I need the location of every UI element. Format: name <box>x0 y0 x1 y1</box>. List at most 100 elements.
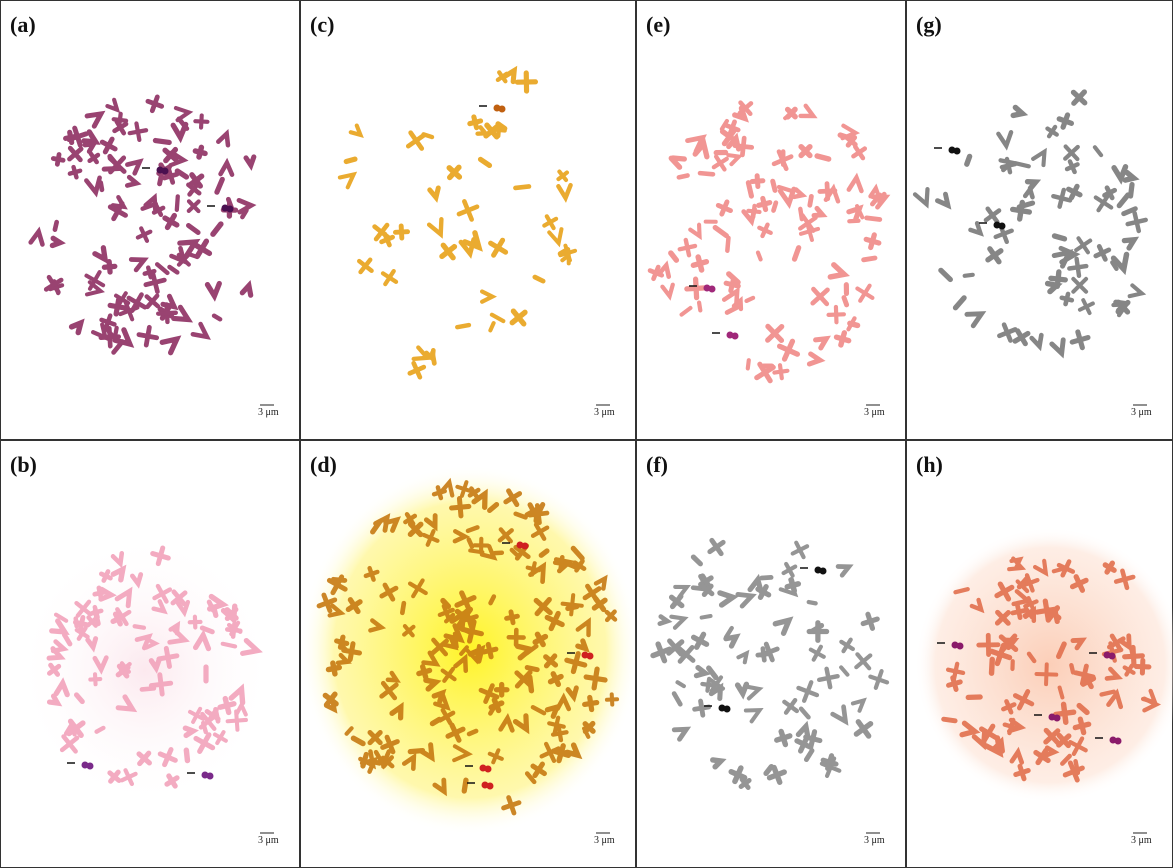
chromosome <box>1036 750 1048 762</box>
chromosome <box>382 585 396 599</box>
signal <box>954 148 961 155</box>
panel-border <box>301 1 636 440</box>
signal <box>1054 715 1061 722</box>
chromatid <box>469 731 476 734</box>
chromosome <box>1102 692 1114 695</box>
chromosome <box>703 586 711 594</box>
signal <box>207 773 214 780</box>
signal <box>999 223 1006 230</box>
chromosome <box>101 183 102 190</box>
panel-label: (g) <box>916 12 942 37</box>
chromosome <box>955 589 967 592</box>
chromosome <box>1059 115 1071 127</box>
chromosome <box>113 614 123 624</box>
chromosome <box>470 489 478 497</box>
chromosome <box>762 577 771 578</box>
chromatid <box>76 619 77 626</box>
chromosome <box>449 167 459 177</box>
chromatid <box>746 298 753 301</box>
chromatid <box>679 175 688 177</box>
chromosome <box>76 619 77 626</box>
signal <box>820 568 827 575</box>
chromosome <box>135 626 144 627</box>
chromatid <box>560 249 567 253</box>
chromatid <box>967 156 970 164</box>
chromosome <box>650 267 662 279</box>
panel: (f)3 μm <box>637 441 906 868</box>
chromosome <box>1067 161 1077 171</box>
chromosome <box>809 602 816 603</box>
chromosome <box>530 677 532 691</box>
figure: (a)3 μm(b)3 μm(c)3 μm(d)3 μm(e)3 μm(f)3 … <box>0 0 1173 868</box>
chromosome <box>546 656 556 666</box>
chromosome <box>195 147 205 157</box>
chromosome <box>867 218 880 220</box>
chromatid <box>346 159 355 161</box>
chromosome <box>1055 236 1065 239</box>
chromosome <box>1060 688 1063 698</box>
chromosome <box>101 571 110 580</box>
chromosome <box>165 150 176 161</box>
panel: (g) 3 μm <box>907 1 1173 440</box>
panel-label: (e) <box>646 12 670 37</box>
chromatid <box>491 597 494 604</box>
chromosome <box>864 258 875 260</box>
chromosome <box>1015 331 1028 344</box>
chromatid <box>402 603 404 613</box>
page: (a)3 μm(b)3 μm(c)3 μm(d)3 μm(e)3 μm(f)3 … <box>0 0 1173 868</box>
chromosome <box>142 688 154 689</box>
chromosome <box>1025 598 1036 609</box>
signal <box>724 706 731 713</box>
chromosome <box>188 184 199 195</box>
chromosome <box>363 754 366 766</box>
chromosome <box>1016 163 1029 166</box>
chromosome <box>992 659 993 673</box>
chromosome <box>848 137 856 145</box>
chromosome <box>801 147 810 156</box>
scale-bar-label: 3 μm <box>594 407 615 418</box>
chromosome <box>741 779 749 787</box>
chromatid <box>214 316 220 320</box>
chromatid <box>955 589 967 592</box>
chromosome <box>90 154 98 162</box>
chromosome <box>1073 577 1086 590</box>
chromatid <box>1016 163 1029 166</box>
signal <box>957 643 964 650</box>
chromosome <box>844 298 847 305</box>
chromatid <box>864 258 875 260</box>
chromosome <box>55 222 57 230</box>
panel: (b)3 μm <box>1 441 300 868</box>
chromatid <box>1131 185 1132 197</box>
signal <box>1115 738 1122 745</box>
chromosome <box>699 303 700 311</box>
chromosome <box>491 700 501 710</box>
chromosome <box>442 245 454 257</box>
signal <box>1109 653 1116 660</box>
chromosome <box>346 159 355 161</box>
panel-label: (a) <box>10 12 36 37</box>
scale-bar-label: 3 μm <box>1131 407 1152 418</box>
chromosome <box>410 751 422 752</box>
chromosome <box>1125 666 1134 675</box>
chromosome <box>758 253 761 260</box>
chromosome <box>110 772 119 781</box>
chromatid <box>758 253 761 260</box>
chromosome <box>185 727 193 735</box>
panel: (c)3 μm <box>301 1 636 440</box>
chromosome <box>1131 185 1132 197</box>
chromatid <box>1060 688 1063 698</box>
chromosome <box>432 719 439 723</box>
chromosome <box>560 249 567 253</box>
chromosome <box>457 325 469 327</box>
chromosome <box>469 731 476 734</box>
chromosome <box>988 249 1001 262</box>
chromatid <box>214 607 216 615</box>
chromatid <box>469 540 472 547</box>
chromatid <box>142 688 154 689</box>
chromatid <box>203 723 206 732</box>
chromosome <box>784 564 796 576</box>
chromatid <box>223 644 235 647</box>
panel: (e)3 μm <box>637 1 906 440</box>
chromosome <box>203 723 206 732</box>
chromosome <box>214 607 216 615</box>
